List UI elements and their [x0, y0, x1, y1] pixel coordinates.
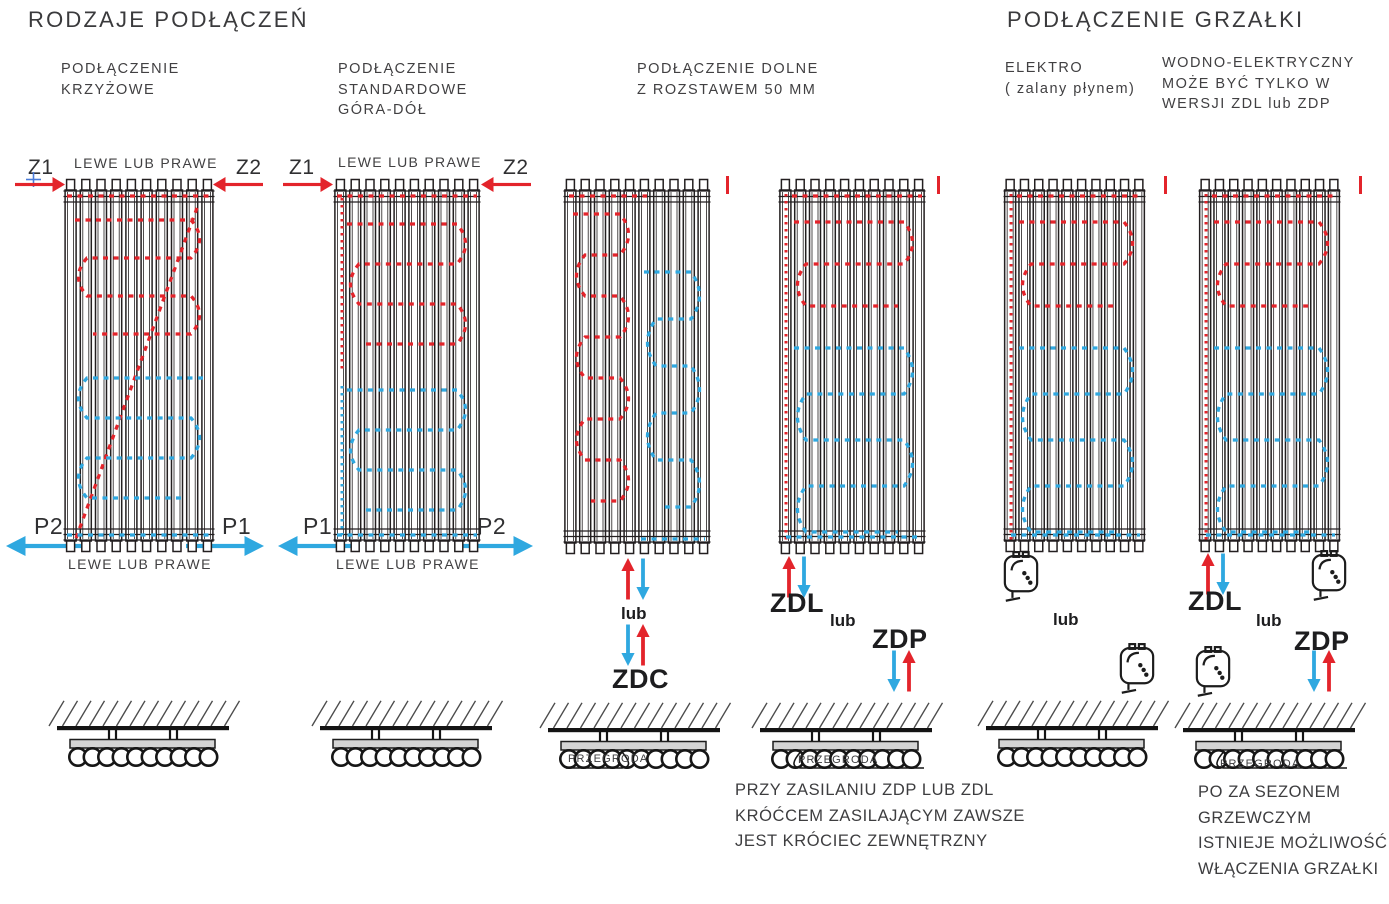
- port-label-z2-krzyzowe: Z2: [236, 156, 262, 179]
- wall-cross-section-krzyzowe: [48, 700, 241, 767]
- port-label-p2-krzyzowe: P2: [34, 513, 64, 539]
- przegroda-label-dolne: PRZEGRODA: [568, 753, 649, 765]
- column-title-elektro: ELEKTRO ( zalany płynem): [1005, 60, 1136, 97]
- or-label-elektro: lub: [1053, 610, 1079, 629]
- wall-tick-dolne-zdl-zdp: [937, 176, 940, 194]
- column-title-wodno-elektryczny: WODNO-ELEKTRYCZNY MOŻE BYĆ TYLKO W WERSJ…: [1162, 55, 1355, 113]
- wall-cross-section-dolne: [539, 702, 732, 769]
- bottom-side-label-krzyzowe: LEWE LUB PRAWE: [68, 556, 212, 572]
- wall-cross-section-elektro: [977, 700, 1170, 767]
- note-heater-offseason: PO ZA SEZONEM GRZEWCZYM ISTNIEJE MOŻLIWO…: [1198, 783, 1388, 878]
- page-title-right: PODŁĄCZENIE GRZAŁKI: [1007, 7, 1305, 32]
- radiator-elektro: [1003, 178, 1146, 553]
- column-title-dolne: PODŁĄCZENIE DOLNE Z ROZSTAWEM 50 MM: [637, 61, 819, 98]
- hot-up-arrow-zdc-icon: [621, 558, 635, 600]
- heater-element-icon: [1194, 646, 1232, 698]
- wall-cross-section-zdl-zdp: [751, 702, 944, 769]
- radiator-dolne-zdc: [563, 178, 711, 555]
- port-label-z1-standardowe: Z1: [289, 156, 315, 179]
- port-label-p1-standardowe: P1: [303, 513, 333, 539]
- wall-cross-section-standardowe: [311, 700, 504, 767]
- hot-up-arrow-zdp-icon: [902, 650, 916, 692]
- przegroda-label-zdl-zdp: PRZEGRODA: [798, 754, 879, 766]
- top-side-label-standardowe: LEWE LUB PRAWE: [338, 154, 482, 170]
- or-label-we: lub: [1256, 611, 1282, 630]
- cold-down-arrow-we-zdp-icon: [1307, 650, 1321, 692]
- we-zdp-label: ZDP: [1294, 626, 1350, 656]
- zdl-label: ZDL: [770, 588, 824, 618]
- column-title-standardowe: PODŁĄCZENIE STANDARDOWE GÓRA-DÓŁ: [338, 61, 468, 119]
- we-zdl-label: ZDL: [1188, 586, 1242, 616]
- radiator-dolne-zdl-zdp: [778, 178, 926, 555]
- port-label-z2-standardowe: Z2: [503, 156, 529, 179]
- przegroda-label-wodno: PRZEGRODA: [1220, 758, 1301, 770]
- or-label-zdc: lub: [621, 604, 647, 623]
- top-side-label-krzyzowe: LEWE LUB PRAWE: [74, 155, 218, 171]
- port-label-p2-standardowe: P2: [477, 513, 507, 539]
- cold-down-arrow-zdp-icon: [887, 650, 901, 692]
- heater-element-icon: [1118, 643, 1156, 695]
- hot-supply-arrow-z2-standardowe-icon: [481, 177, 531, 192]
- zdc-label: ZDC: [612, 664, 669, 694]
- radiator-wodno-elektryczny: [1198, 178, 1341, 553]
- cold-down-arrow-zdc-alt-icon: [621, 624, 635, 666]
- wall-cross-section-wodno: [1174, 702, 1367, 769]
- wall-tick-wodno-elektryczny: [1359, 176, 1362, 194]
- heater-element-icon: [1310, 550, 1348, 602]
- hot-supply-arrow-z1-standardowe-icon: [283, 177, 333, 192]
- hot-supply-arrow-z2-krzyzowe-icon: [213, 177, 263, 192]
- radiator-standardowe: [333, 178, 481, 553]
- zdp-label: ZDP: [872, 624, 928, 654]
- column-title-krzyzowe: PODŁĄCZENIE KRZYŻOWE: [61, 61, 180, 98]
- radiator-krzyzowe: [63, 178, 215, 553]
- hot-up-arrow-we-zdp-icon: [1322, 650, 1336, 692]
- note-zdp-zdl: PRZY ZASILANIU ZDP LUB ZDL KRÓĆCEM ZASIL…: [735, 781, 1026, 851]
- wall-tick-elektro: [1164, 176, 1167, 194]
- heater-element-icon: [1002, 551, 1040, 603]
- wall-tick-dolne: [726, 176, 729, 194]
- or-label-zdl-zdp: lub: [830, 611, 856, 630]
- page-title-left: RODZAJE PODŁĄCZEŃ: [28, 7, 309, 32]
- port-label-p1-krzyzowe: P1: [222, 513, 252, 539]
- bottom-side-label-standardowe: LEWE LUB PRAWE: [336, 556, 480, 572]
- cold-down-arrow-zdc-icon: [636, 558, 650, 600]
- hot-supply-arrow-z1-krzyzowe-icon: [15, 177, 65, 192]
- hot-up-arrow-zdc-alt-icon: [636, 624, 650, 666]
